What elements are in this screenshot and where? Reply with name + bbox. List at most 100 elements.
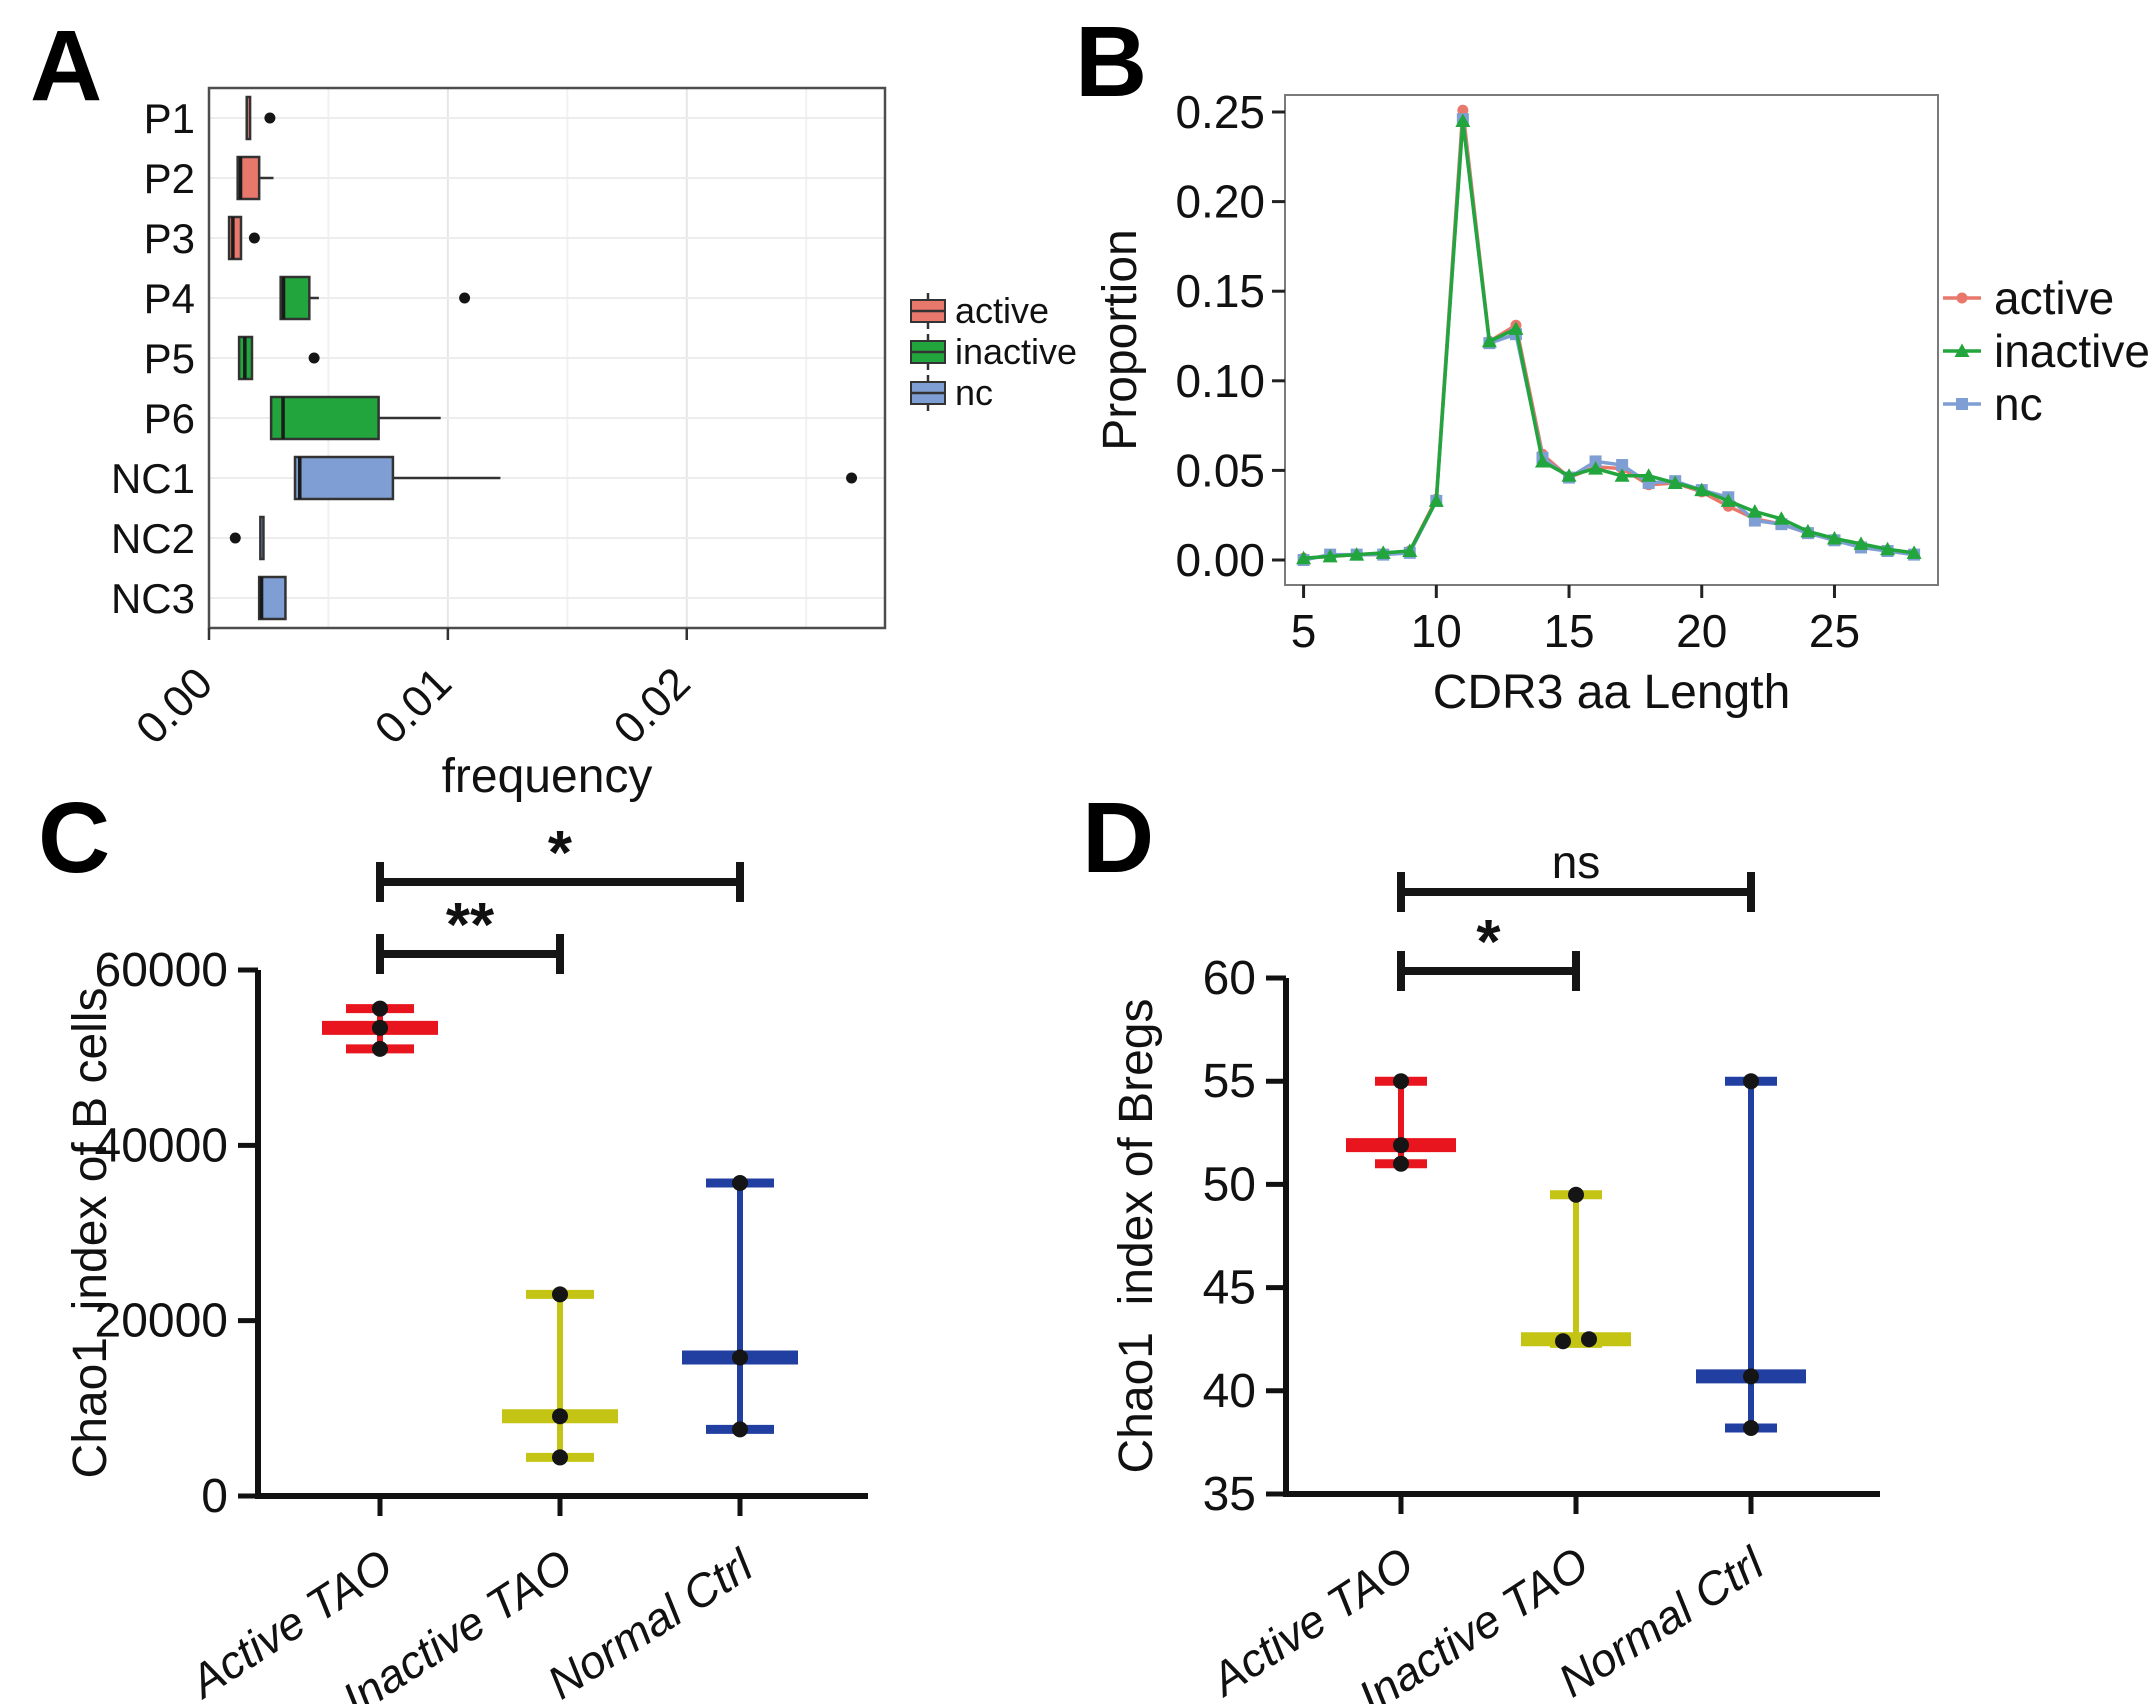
panel-a-chart: P1 P2 P3 P4 P5 P6 NC1 NC2 NC3 0.00 0.01 0.02frequen… xyxy=(111,86,1077,803)
panel-c-label: C xyxy=(38,782,111,894)
y-tick-label: 0.15 xyxy=(1175,265,1265,317)
category-label: NC1 xyxy=(111,455,195,502)
y-tick-label: 40000 xyxy=(95,1119,228,1172)
box-P2 xyxy=(236,155,274,201)
box-P5 xyxy=(237,335,320,381)
legend-marker xyxy=(1956,292,1968,304)
significance-bracket: ns xyxy=(1397,836,1755,912)
data-point xyxy=(1393,1073,1409,1090)
panel-b-label: B xyxy=(1075,6,1148,118)
outlier-point xyxy=(264,112,276,124)
box-P3 xyxy=(227,215,260,261)
panel-a-label: A xyxy=(30,10,103,122)
data-point xyxy=(1393,1155,1409,1172)
significance-bracket: * xyxy=(376,819,744,902)
box-P6 xyxy=(269,395,441,441)
data-point xyxy=(1906,545,1922,559)
category-label: P5 xyxy=(144,335,195,382)
data-point xyxy=(1743,1368,1759,1385)
x-tick-label: 0.02 xyxy=(605,658,700,753)
data-point xyxy=(1428,493,1444,507)
significance-label: * xyxy=(1476,908,1501,977)
data-point xyxy=(1393,1137,1409,1154)
y-tick-label: 60 xyxy=(1203,952,1256,1005)
y-tick-label: 20000 xyxy=(95,1295,228,1348)
data-point xyxy=(1773,511,1789,525)
x-tick-label: 0.00 xyxy=(127,658,222,753)
data-point xyxy=(372,1040,388,1057)
data-point xyxy=(1720,493,1736,507)
data-point xyxy=(1747,504,1763,518)
category-label: Normal Ctrl xyxy=(538,1538,763,1704)
box-NC1 xyxy=(293,455,858,501)
box-P1 xyxy=(245,95,276,141)
x-tick-label: 20 xyxy=(1676,605,1727,657)
category-label: P1 xyxy=(144,95,195,142)
significance-bracket: * xyxy=(1397,908,1580,991)
box-rect xyxy=(279,275,311,321)
x-axis-title: CDR3 aa Length xyxy=(1433,666,1791,719)
data-point xyxy=(1641,468,1657,482)
y-tick-label: 50 xyxy=(1203,1158,1256,1211)
outlier-point xyxy=(308,352,320,364)
legend-marker xyxy=(1954,343,1970,357)
series-line xyxy=(1303,117,1915,562)
data-point xyxy=(1826,530,1842,545)
data-point xyxy=(732,1421,748,1438)
legend-label: inactive xyxy=(1994,325,2149,377)
group-blue xyxy=(1696,1073,1806,1436)
legend-key-active xyxy=(910,293,946,329)
legend-label: active xyxy=(955,290,1049,331)
data-point xyxy=(1534,453,1550,468)
data-point xyxy=(1561,468,1577,482)
x-tick-label: 10 xyxy=(1411,605,1462,657)
data-point xyxy=(1880,541,1896,556)
legend-marker xyxy=(1956,398,1968,410)
legend-key-active xyxy=(1943,292,1981,304)
data-point xyxy=(1694,482,1710,497)
data-point xyxy=(552,1408,568,1425)
data-point xyxy=(732,1349,748,1366)
significance-bracket: ** xyxy=(376,891,564,974)
x-tick-label: 0.01 xyxy=(366,658,461,753)
data-point xyxy=(1455,113,1471,127)
data-point xyxy=(1853,536,1869,550)
y-tick-label: 45 xyxy=(1203,1262,1256,1315)
data-point xyxy=(1457,104,1469,116)
legend-key-inactive xyxy=(1943,343,1981,357)
outlier-point xyxy=(229,532,241,544)
data-point xyxy=(372,1000,388,1017)
legend-key-nc xyxy=(910,375,946,411)
data-point xyxy=(1667,475,1683,489)
legend-key-inactive xyxy=(910,334,946,370)
data-point xyxy=(1743,1073,1759,1090)
box-rect xyxy=(293,455,395,501)
series-inactive xyxy=(1296,113,1922,565)
data-point xyxy=(1402,543,1418,558)
box-NC3 xyxy=(257,575,287,621)
y-tick-label: 0.05 xyxy=(1175,444,1265,496)
data-point xyxy=(552,1449,568,1466)
group-blue xyxy=(682,1175,798,1438)
data-point xyxy=(552,1286,568,1303)
y-axis-title: Chao1 index of Bregs xyxy=(1110,999,1163,1474)
data-point xyxy=(1743,1419,1759,1436)
box-rect xyxy=(227,215,243,261)
data-point xyxy=(1800,523,1816,538)
series-line xyxy=(1303,108,1915,560)
data-point xyxy=(1375,545,1391,559)
significance-label: * xyxy=(548,819,573,888)
data-point xyxy=(1555,1333,1571,1350)
data-point xyxy=(1322,548,1338,563)
y-tick-label: 0 xyxy=(201,1470,228,1523)
x-tick-label: 25 xyxy=(1809,605,1860,657)
y-tick-label: 0.00 xyxy=(1175,534,1265,586)
x-tick-label: 5 xyxy=(1291,605,1317,657)
x-axis-title: frequency xyxy=(442,750,653,803)
significance-label: ** xyxy=(446,891,495,960)
category-label: NC3 xyxy=(111,575,195,622)
panel-d-label: D xyxy=(1082,782,1155,894)
data-point xyxy=(1616,459,1629,472)
